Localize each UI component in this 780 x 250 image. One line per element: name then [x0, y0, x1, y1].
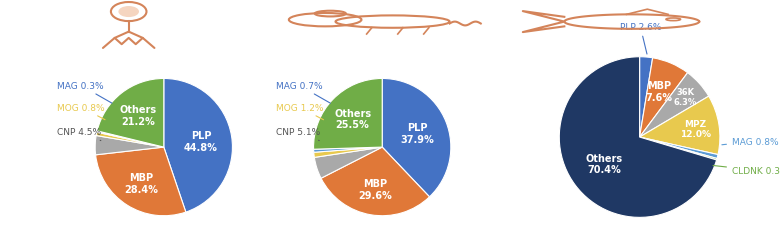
Wedge shape	[96, 148, 186, 216]
Wedge shape	[640, 97, 720, 155]
Text: MAG 0.3%: MAG 0.3%	[58, 82, 112, 104]
Text: MPZ
12.0%: MPZ 12.0%	[679, 119, 711, 139]
Text: MOG 1.2%: MOG 1.2%	[276, 103, 324, 120]
Wedge shape	[314, 148, 382, 158]
Text: MBP
28.4%: MBP 28.4%	[124, 172, 158, 194]
Circle shape	[119, 7, 139, 18]
Text: Others
25.5%: Others 25.5%	[334, 108, 371, 130]
Wedge shape	[97, 131, 164, 148]
Wedge shape	[314, 79, 382, 150]
Wedge shape	[640, 58, 688, 138]
Text: Others
21.2%: Others 21.2%	[120, 104, 157, 126]
Text: Others
70.4%: Others 70.4%	[586, 153, 622, 174]
Text: MBP
7.6%: MBP 7.6%	[646, 81, 672, 102]
Wedge shape	[640, 138, 717, 160]
Text: CLDNK 0.3%: CLDNK 0.3%	[713, 166, 780, 175]
Wedge shape	[96, 132, 164, 148]
Text: CNP 5.1%: CNP 5.1%	[276, 128, 320, 141]
Text: PLP
37.9%: PLP 37.9%	[400, 123, 434, 144]
Wedge shape	[164, 79, 232, 212]
Wedge shape	[640, 58, 653, 138]
Text: PLP 2.6%: PLP 2.6%	[619, 22, 661, 55]
Text: MOG 0.8%: MOG 0.8%	[58, 103, 105, 120]
Text: CNP 4.5%: CNP 4.5%	[58, 128, 101, 141]
Wedge shape	[97, 79, 164, 148]
Wedge shape	[640, 73, 709, 138]
Wedge shape	[95, 136, 164, 155]
Wedge shape	[640, 138, 718, 159]
Wedge shape	[321, 148, 430, 216]
Text: PLP
44.8%: PLP 44.8%	[184, 131, 218, 152]
Wedge shape	[382, 79, 451, 197]
Text: 36K
6.3%: 36K 6.3%	[673, 87, 697, 106]
Text: MAG 0.8%: MAG 0.8%	[722, 137, 778, 146]
Wedge shape	[559, 58, 717, 218]
Text: MAG 0.7%: MAG 0.7%	[276, 82, 331, 104]
Text: MBP
29.6%: MBP 29.6%	[358, 178, 392, 200]
Wedge shape	[314, 148, 382, 153]
Wedge shape	[314, 148, 382, 178]
